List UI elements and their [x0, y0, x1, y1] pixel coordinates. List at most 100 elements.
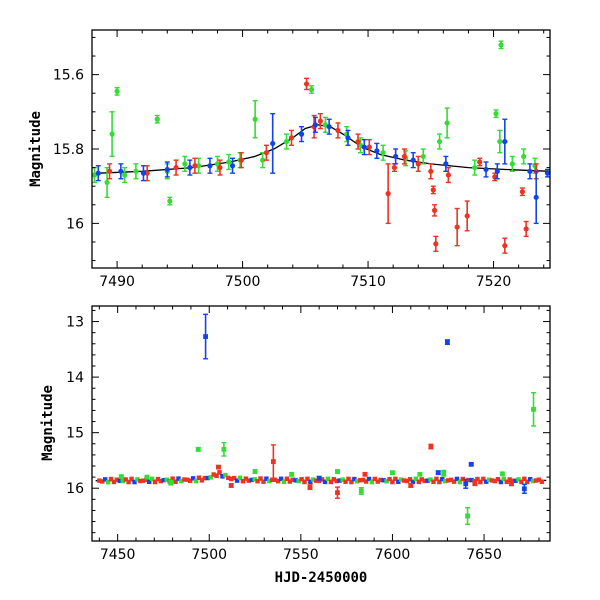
- top-blue-point: [207, 163, 213, 169]
- top-red-point: [238, 157, 244, 163]
- bottom-baseline-point: [275, 479, 281, 484]
- bottom-baseline-point: [322, 479, 328, 485]
- top-blue-point: [326, 124, 332, 130]
- top-red-point: [445, 172, 451, 178]
- bottom-baseline-point: [390, 479, 395, 485]
- bottom-baseline-point: [202, 475, 208, 481]
- top-green-point: [308, 86, 315, 93]
- top-red-point: [477, 159, 483, 165]
- bottom-blue-point: [463, 481, 469, 487]
- bottom-baseline-point: [185, 477, 190, 482]
- top-blue-point: [361, 144, 367, 150]
- bottom-baseline-point: [278, 476, 284, 481]
- bottom-y-axis-title: Magnitude: [40, 385, 56, 461]
- top-green-point: [154, 116, 160, 122]
- bottom-baseline-point: [343, 479, 348, 484]
- top-blue-point: [298, 131, 305, 137]
- bottom-baseline-point: [146, 479, 152, 485]
- bottom-baseline-point: [234, 478, 240, 483]
- bottom-baseline-point: [334, 478, 339, 484]
- bottom-x-tick-label: 7450: [100, 547, 136, 563]
- bottom-baseline-point: [466, 477, 471, 483]
- bottom-green-point: [531, 406, 536, 412]
- bottom-baseline-point: [220, 474, 225, 479]
- bottom-baseline-point: [325, 476, 331, 481]
- top-blue-point: [533, 194, 539, 200]
- bottom-baseline-point: [387, 476, 392, 482]
- bottom-baseline-point: [504, 479, 509, 485]
- top-red-point: [303, 81, 310, 87]
- bottom-green-point: [144, 474, 150, 480]
- top-x-tick-label: 7490: [99, 274, 135, 290]
- bottom-baseline-point: [126, 479, 131, 485]
- bottom-baseline-point: [270, 477, 275, 483]
- bottom-baseline-point: [138, 478, 143, 484]
- top-x-tick-label: 7510: [350, 274, 386, 290]
- top-green-point: [114, 88, 120, 94]
- bottom-baseline-point: [404, 478, 410, 484]
- bottom-baseline-point: [223, 472, 228, 478]
- bottom-baseline-point: [349, 479, 354, 485]
- bottom-x-tick-label: 7650: [466, 547, 502, 563]
- bottom-baseline-point: [117, 478, 123, 484]
- top-blue-point: [118, 168, 124, 174]
- bottom-baseline-point: [293, 478, 298, 483]
- bottom-baseline-point: [182, 477, 187, 482]
- bottom-red-point: [216, 464, 221, 470]
- bottom-baseline-point: [460, 476, 465, 482]
- bottom-baseline-point: [437, 479, 442, 485]
- top-green-point: [104, 179, 110, 186]
- bottom-baseline-point: [425, 478, 430, 483]
- bottom-green-point: [221, 446, 227, 452]
- top-red-point: [173, 164, 179, 171]
- top-red-point: [217, 164, 223, 171]
- bottom-baseline-point: [401, 478, 407, 483]
- bottom-baseline-point: [530, 478, 536, 484]
- bottom-baseline-point: [205, 475, 210, 481]
- bottom-baseline-point: [378, 477, 383, 483]
- bottom-red-point: [472, 480, 478, 486]
- bottom-baseline-point: [111, 479, 117, 485]
- bottom-baseline-point: [358, 478, 363, 483]
- bottom-baseline-point: [413, 476, 419, 481]
- top-y-tick-label: 15.8: [53, 142, 84, 158]
- bottom-baseline-point: [229, 476, 234, 482]
- bottom-baseline-point: [149, 476, 155, 482]
- top-y-tick-label: 16: [66, 216, 84, 232]
- bottom-baseline-point: [199, 478, 205, 483]
- top-blue-point: [374, 148, 380, 154]
- top-green-point: [214, 161, 221, 167]
- top-panel: 7490 7500 7510 7520 15.6 15.8 16 Magnitude: [28, 29, 551, 290]
- bottom-marks: [95, 313, 547, 526]
- top-blue-point: [140, 170, 147, 176]
- bottom-baseline-point: [237, 475, 243, 480]
- bottom-baseline-point: [97, 478, 102, 483]
- bottom-baseline-point: [296, 478, 301, 484]
- bottom-baseline-point: [102, 477, 108, 482]
- bottom-baseline-point: [214, 473, 219, 479]
- top-blue-point: [393, 153, 399, 160]
- bottom-baseline-point: [211, 472, 216, 477]
- top-green-point: [133, 168, 139, 174]
- top-marks: [92, 40, 550, 254]
- top-green-point: [436, 138, 443, 145]
- top-blue-point: [483, 166, 489, 173]
- bottom-baseline-point: [314, 478, 319, 483]
- bottom-baseline-point: [193, 478, 199, 484]
- bottom-panel: 7450 7500 7550 7600 7650 13 14 15 16 Magnitude H…: [40, 305, 551, 586]
- top-red-point: [464, 213, 470, 219]
- bottom-baseline-point: [208, 475, 213, 480]
- bottom-baseline-point: [434, 476, 439, 481]
- bottom-baseline-point: [510, 478, 515, 483]
- bottom-baseline-point: [475, 476, 480, 482]
- bottom-baseline-point: [123, 477, 128, 482]
- top-green-point: [497, 138, 503, 145]
- bottom-baseline-point: [539, 479, 545, 484]
- bottom-baseline-point: [478, 479, 483, 485]
- bottom-baseline-point: [407, 477, 413, 482]
- bottom-baseline-point: [240, 479, 246, 484]
- top-red-point: [430, 187, 436, 193]
- top-green-point: [498, 42, 504, 48]
- top-blue-point: [229, 163, 236, 169]
